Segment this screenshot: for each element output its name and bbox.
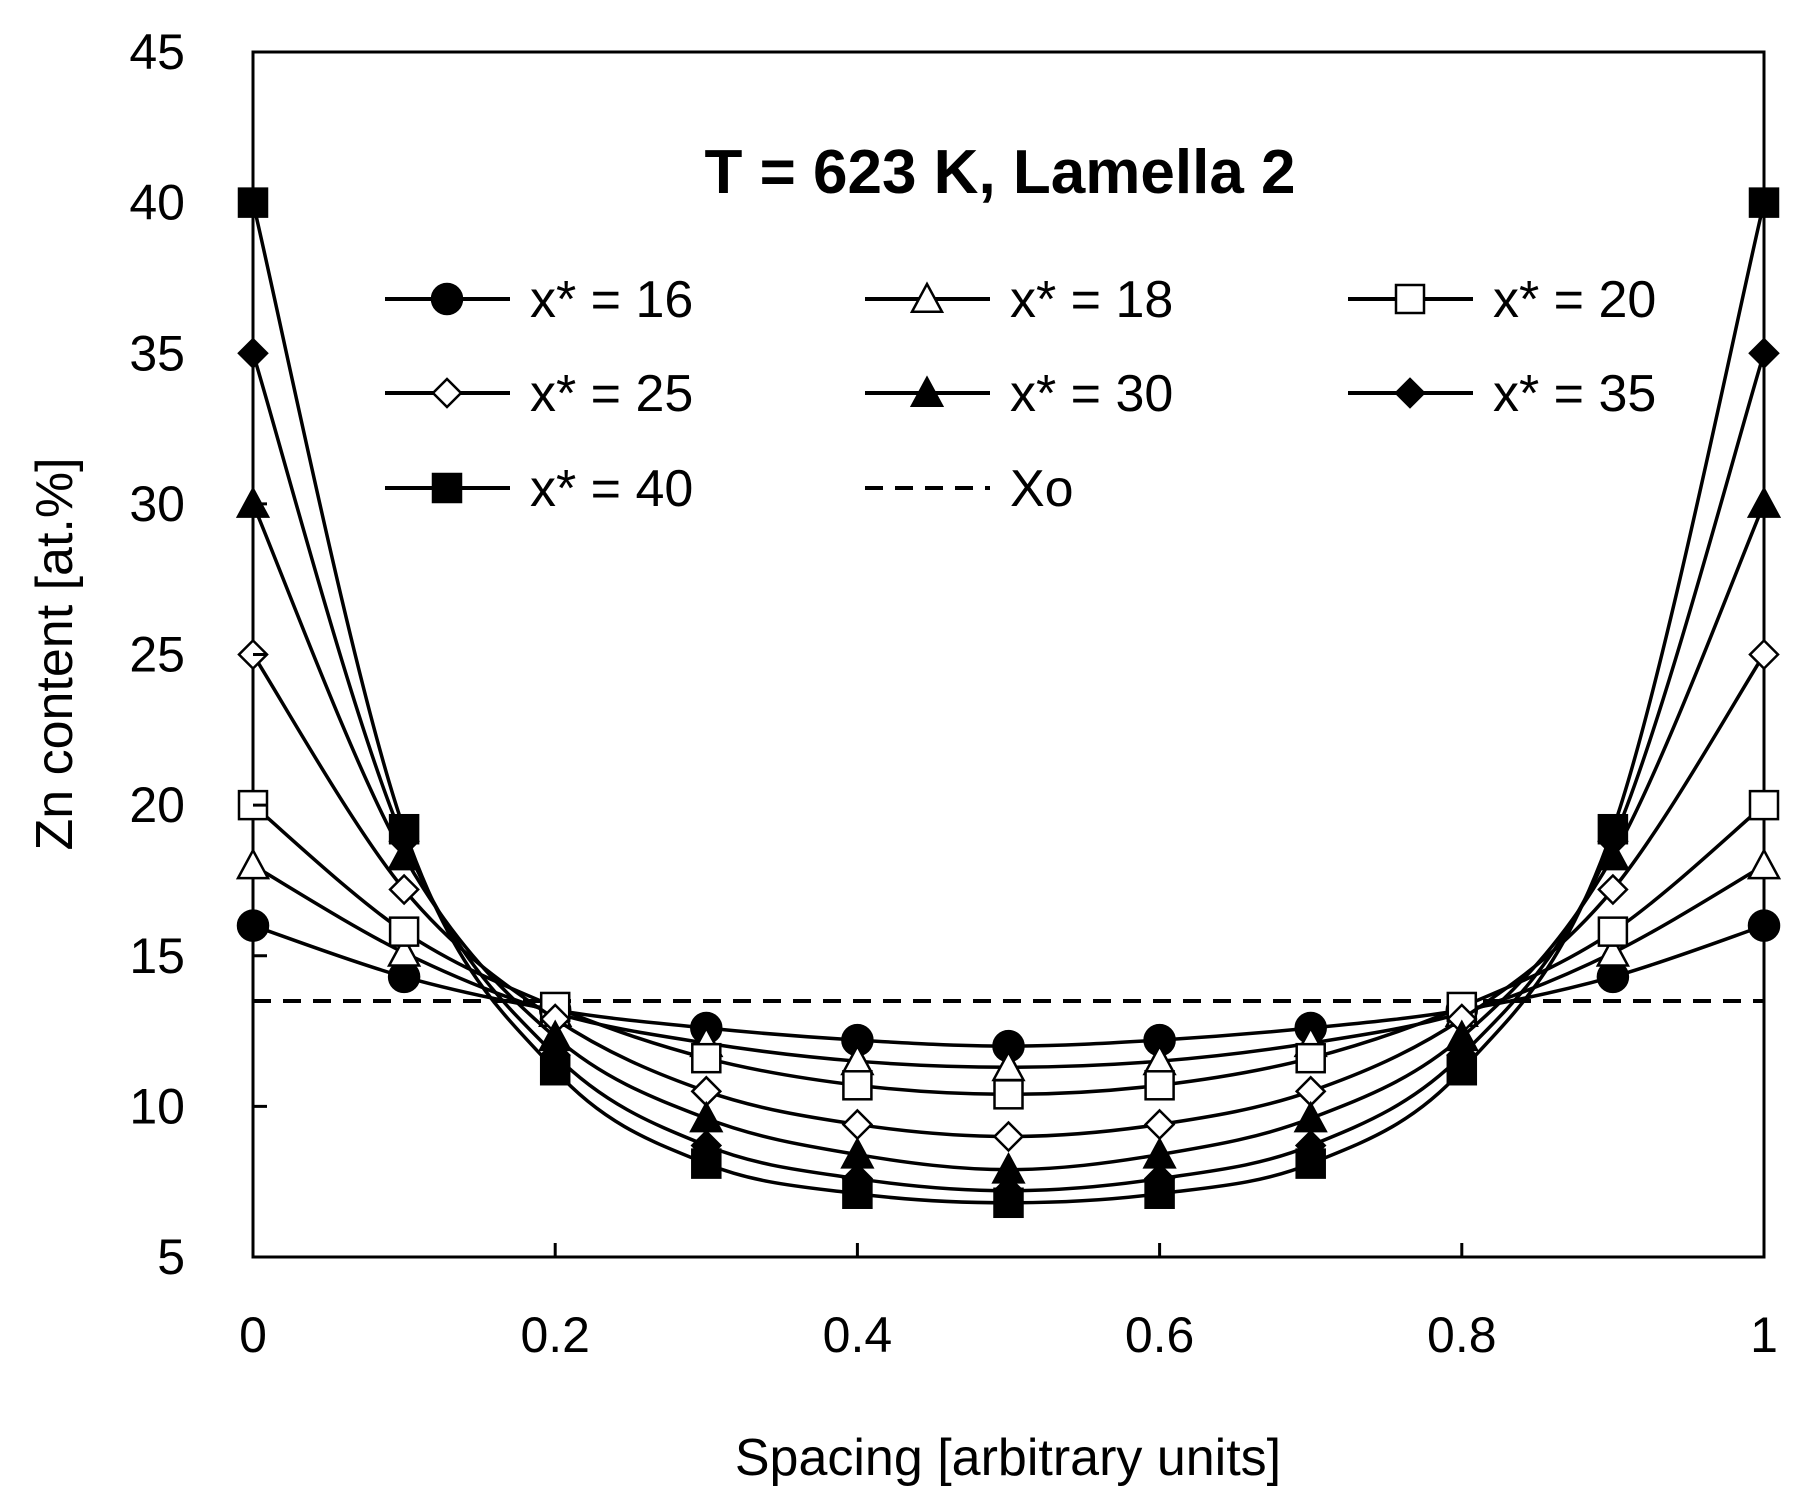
data-point xyxy=(993,1187,1024,1219)
data-point xyxy=(1295,1042,1326,1074)
legend-label: x* = 30 xyxy=(1010,365,1173,423)
legend-marker xyxy=(909,375,945,407)
chart-title: T = 623 K, Lamella 2 xyxy=(704,138,1295,207)
legend-label: x* = 40 xyxy=(530,460,693,518)
data-point xyxy=(388,873,420,906)
data-point xyxy=(1144,1178,1175,1209)
x-tick-label: 1 xyxy=(1750,1307,1778,1363)
data-point xyxy=(235,847,271,880)
legend-entry: x* = 35 xyxy=(1348,365,1656,423)
data-point xyxy=(1748,187,1780,218)
y-tick-label: 30 xyxy=(129,476,185,532)
y-tick-label: 45 xyxy=(129,24,185,80)
data-point xyxy=(842,1070,873,1101)
legend: x* = 16 x* = 18 x* = 20 x* = 25 x* = 30 x* = … xyxy=(385,271,1656,518)
data-point xyxy=(993,1079,1024,1110)
series-layer xyxy=(235,187,1782,1219)
legend-entry: x* = 25 xyxy=(385,365,693,423)
data-point xyxy=(1746,847,1782,880)
y-tick-label: 10 xyxy=(129,1078,185,1134)
x-tick-label: 0.8 xyxy=(1427,1307,1497,1363)
data-point xyxy=(1597,813,1629,845)
data-point xyxy=(691,1042,722,1074)
x-tick-label: 0 xyxy=(239,1307,267,1363)
data-point xyxy=(1446,1054,1478,1086)
legend-entry: x* = 30 xyxy=(865,365,1173,423)
legend-marker xyxy=(1394,377,1426,409)
y-tick-label: 25 xyxy=(129,627,185,683)
data-point xyxy=(387,935,422,967)
y-tick-label: 5 xyxy=(157,1229,185,1285)
data-point xyxy=(1748,789,1780,821)
data-point xyxy=(1597,916,1629,947)
y-tick-label: 20 xyxy=(129,777,185,833)
y-tick-label: 15 xyxy=(129,928,185,984)
x-axis-label: Spacing [arbitrary units] xyxy=(735,1429,1281,1487)
series-6 xyxy=(237,187,1780,1219)
legend-label: x* = 25 xyxy=(530,365,693,423)
data-point xyxy=(1747,909,1781,942)
legend-entry-xo: Xo xyxy=(865,460,1074,518)
data-point xyxy=(1748,337,1780,370)
y-tick-label: 40 xyxy=(129,175,185,231)
data-point xyxy=(1144,1070,1175,1101)
data-point xyxy=(992,1120,1025,1153)
data-point xyxy=(236,909,270,942)
legend-entry: x* = 16 xyxy=(385,271,693,329)
legend-label: x* = 35 xyxy=(1493,365,1656,423)
legend-entry: x* = 18 xyxy=(865,271,1173,329)
data-point xyxy=(691,1148,722,1179)
data-point xyxy=(1746,486,1782,518)
y-tick-label: 35 xyxy=(129,325,185,381)
data-point xyxy=(1595,935,1630,967)
legend-label: x* = 16 xyxy=(530,271,693,329)
y-axis-label: Zn content [at.%] xyxy=(26,457,84,850)
data-point xyxy=(842,1178,873,1209)
legend-label: Xo xyxy=(1010,460,1074,518)
legend-marker xyxy=(909,281,945,313)
legend-entry: x* = 20 xyxy=(1348,271,1656,329)
legend-marker xyxy=(431,377,463,409)
x-tick-label: 0.4 xyxy=(823,1307,893,1363)
data-point xyxy=(388,916,420,947)
legend-label: x* = 20 xyxy=(1493,271,1656,329)
data-point xyxy=(388,813,420,845)
data-point xyxy=(1295,1148,1326,1179)
data-point xyxy=(1597,873,1629,906)
data-point xyxy=(1748,638,1780,671)
x-tick-label: 0.2 xyxy=(520,1307,590,1363)
legend-label: x* = 18 xyxy=(1010,271,1173,329)
legend-marker xyxy=(431,472,463,504)
x-tick-label: 0.6 xyxy=(1125,1307,1195,1363)
legend-entry: x* = 40 xyxy=(385,460,693,518)
legend-marker xyxy=(430,282,464,316)
data-point xyxy=(539,1054,571,1086)
legend-marker xyxy=(1394,283,1426,315)
